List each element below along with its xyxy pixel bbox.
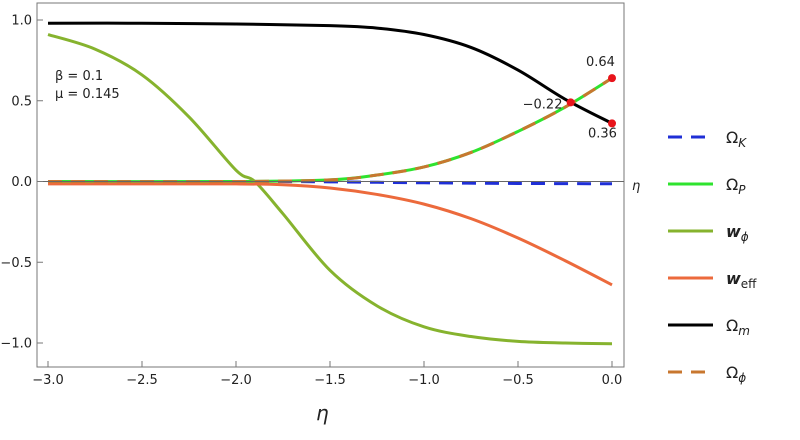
param-mu: μ = 0.145	[55, 87, 120, 102]
y-tick-label: −1.0	[0, 337, 32, 352]
zero-axis-eta-label: η	[632, 179, 640, 194]
annotation-label: 0.36	[588, 126, 617, 141]
x-tick-label: −0.5	[502, 373, 534, 388]
annotations: 0.64 −0.22 0.36	[523, 55, 617, 141]
axis-ticks: −3.0 −2.5 −2.0 −1.5 −1.0 −0.5 0.0 1.0 0.5 0.0 −0.5…	[0, 14, 622, 389]
x-tick-label: −2.5	[126, 373, 158, 388]
legend-label: ΩP	[726, 175, 746, 197]
x-tick-label: 0.0	[602, 373, 623, 388]
annotation-label: 0.64	[586, 55, 615, 70]
y-tick-label: 0.0	[11, 175, 32, 190]
x-tick-label: −1.0	[408, 373, 440, 388]
legend: ΩK ΩP wϕ weff Ωm Ωϕ	[668, 128, 757, 385]
series-line-w-eff	[47, 182, 613, 287]
x-tick-label: −3.0	[32, 373, 64, 388]
legend-label: Ωϕ	[726, 363, 746, 385]
series-lines	[47, 21, 613, 346]
x-axis-label: η	[316, 401, 329, 425]
y-tick-label: 0.5	[11, 94, 32, 109]
x-tick-label: −2.0	[220, 373, 252, 388]
series-line-Ω-ϕ	[47, 76, 613, 184]
legend-label: Ωm	[726, 316, 750, 338]
series-line-Ω-P	[47, 76, 613, 184]
y-tick-label: −0.5	[0, 256, 32, 271]
highlight-point	[608, 119, 616, 128]
annotation-label: −0.22	[523, 97, 563, 112]
param-beta: β = 0.1	[55, 69, 103, 84]
legend-label: ΩK	[726, 128, 747, 150]
series-line-Ω-K	[47, 179, 613, 186]
y-tick-label: 1.0	[11, 14, 32, 29]
x-tick-label: −1.5	[314, 373, 346, 388]
legend-label: wϕ	[726, 222, 749, 244]
highlight-point	[608, 74, 616, 83]
series-line-w-ϕ	[47, 33, 613, 346]
parameters-box: β = 0.1 μ = 0.145	[55, 69, 120, 102]
highlight-point	[566, 98, 575, 107]
legend-label: weff	[726, 269, 757, 291]
highlight-points	[566, 74, 616, 128]
series-line-Ω-m	[47, 21, 613, 125]
